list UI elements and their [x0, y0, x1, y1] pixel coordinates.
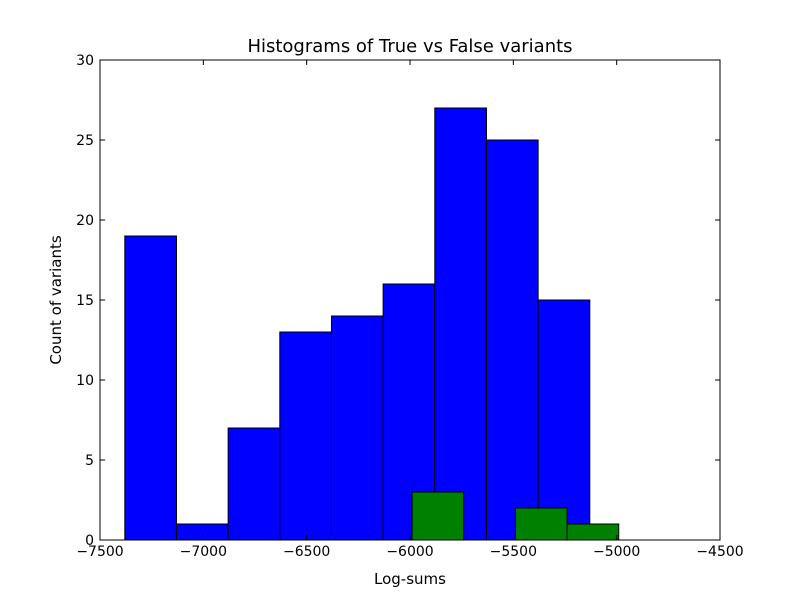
histogram-bar-series1-3 — [227, 427, 281, 541]
histogram-bar-series2-3 — [514, 507, 568, 541]
y-tick-label: 25 — [76, 133, 94, 149]
histogram-bar-series1-4 — [279, 331, 332, 541]
histogram-bar-series2-4 — [566, 523, 620, 541]
histogram-bar-series1-5 — [330, 315, 384, 541]
plot-frame — [99, 59, 721, 541]
bars-layer — [124, 107, 620, 541]
x-tick-label: −5000 — [593, 544, 640, 560]
histogram-bar-series1-9 — [537, 299, 591, 541]
x-tick-label: −6000 — [386, 544, 433, 560]
chart-title: Histograms of True vs False variants — [247, 36, 572, 57]
x-tick-label: −7000 — [180, 544, 227, 560]
x-tick-label: −7500 — [76, 544, 123, 560]
y-tick-label: 20 — [76, 213, 94, 229]
x-tick-label: −6500 — [283, 544, 330, 560]
ticks-layer: −7500 −7000 −6500 −6000 −5500 −5000 −4500 0 5 10 1… — [76, 53, 744, 560]
histogram-bar-series1-8 — [485, 139, 539, 541]
x-axis-label: Log-sums — [374, 570, 446, 588]
x-tick-label: −5500 — [490, 544, 537, 560]
histogram-bar-series1-7 — [434, 107, 487, 541]
histogram-bar-series1-2 — [175, 523, 229, 541]
y-tick-label: 15 — [76, 293, 94, 309]
y-tick-label: 30 — [76, 53, 94, 69]
y-tick-label: 10 — [76, 373, 94, 389]
histogram-bar-series2-1 — [411, 491, 465, 541]
y-tick-label: 5 — [85, 453, 94, 469]
x-tick-label: −4500 — [696, 544, 743, 560]
histogram-bar-series1-1 — [124, 235, 177, 541]
y-axis-label: Count of variants — [47, 235, 65, 365]
y-tick-label: 0 — [85, 533, 94, 549]
